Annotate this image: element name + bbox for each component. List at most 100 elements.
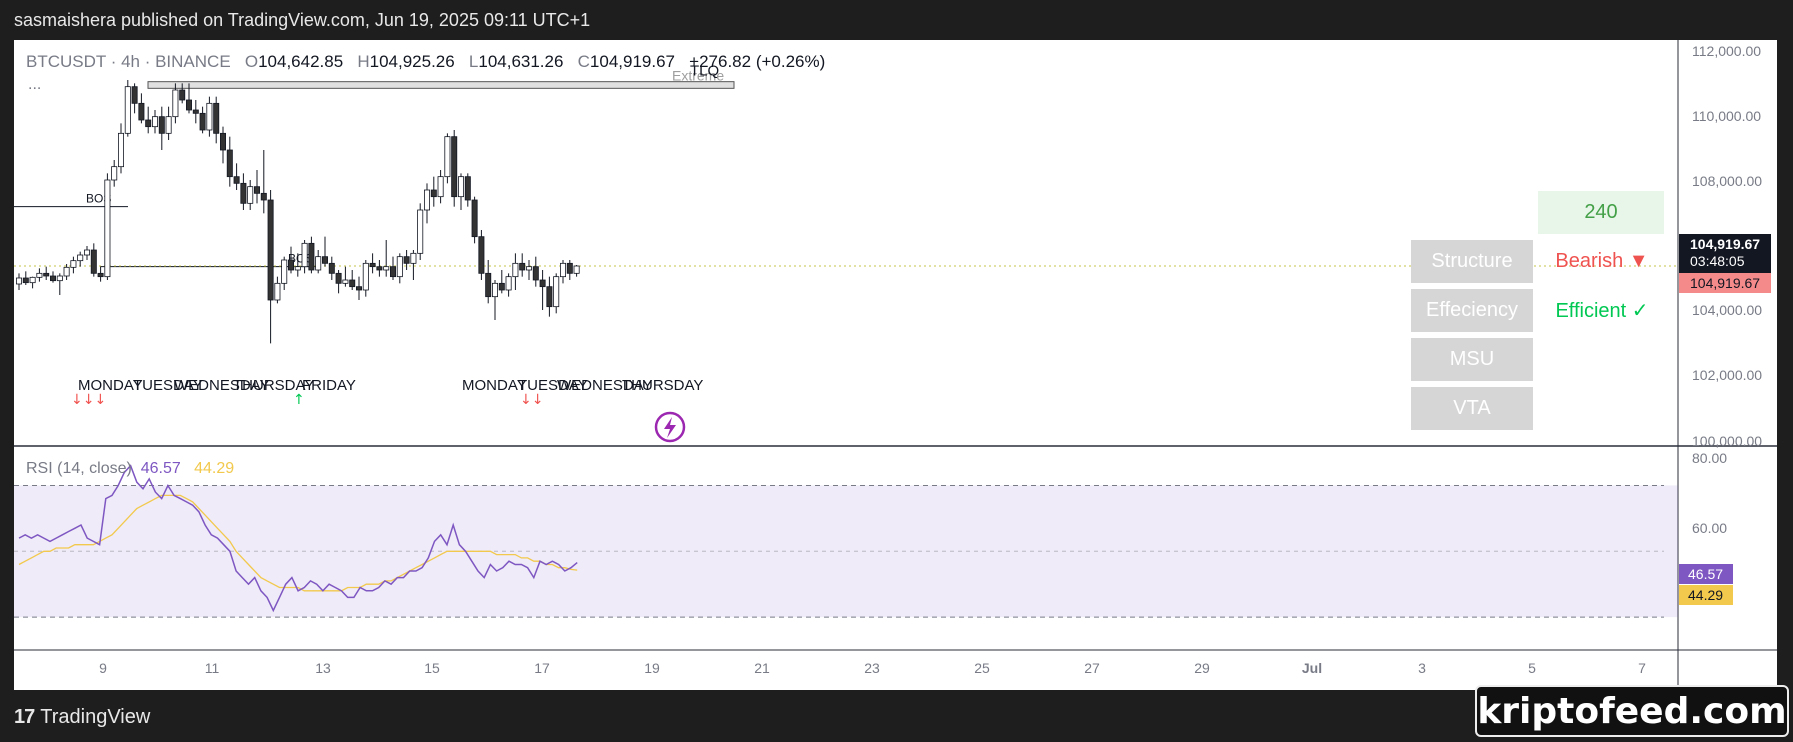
candle (219, 132, 226, 151)
candle (213, 102, 220, 134)
candle (457, 176, 464, 198)
candle (355, 286, 362, 291)
publisher-caption: sasmaishera published on TradingView.com… (14, 10, 591, 30)
candle (274, 282, 281, 301)
extreme-zone[interactable] (147, 81, 735, 89)
arrows-down-1: ↓↓↓ (71, 392, 106, 408)
candle (546, 286, 553, 308)
high-label: H (357, 52, 370, 71)
msu-cell: MSU (1411, 338, 1533, 381)
candle (84, 249, 91, 256)
candle (573, 265, 580, 274)
structure-value: Bearish ▼ (1555, 250, 1649, 272)
candle (464, 176, 471, 201)
candle (97, 272, 104, 278)
candle (430, 189, 437, 198)
prev-price-value: 104,919.67 (1690, 275, 1760, 291)
candle (560, 262, 567, 278)
candle (267, 199, 274, 301)
day-label-monday-2: MONDAY (462, 377, 527, 394)
candle (335, 272, 342, 284)
countdown: 03:48:05 (1690, 253, 1745, 269)
time-tick: 27 (1084, 660, 1100, 676)
low-label: L (468, 52, 479, 71)
day-label-thursday-2: THURSDAY (622, 377, 703, 394)
legend-header[interactable]: BTCUSDT · 4h · BINANCE O104,642.85 H104,… (26, 52, 825, 72)
candle (519, 262, 526, 271)
candle (70, 260, 77, 268)
time-tick: 13 (315, 660, 331, 676)
candle (233, 176, 240, 184)
candle (63, 266, 70, 277)
more-menu[interactable]: ... (28, 76, 42, 93)
candle (532, 266, 539, 281)
price-tick-110000: 110,000.00 (1692, 108, 1761, 124)
candle (437, 176, 444, 198)
time-tick: 19 (644, 660, 660, 676)
candle (226, 149, 233, 178)
price-tick-100000: 100,000.00 (1692, 433, 1762, 449)
candle (131, 86, 138, 104)
time-tick: 9 (99, 660, 107, 676)
candle (111, 166, 118, 181)
candle (77, 254, 84, 262)
time-tick: 29 (1194, 660, 1210, 676)
high-value: 104,925.26 (369, 52, 455, 71)
rsi-legend[interactable]: RSI (14, close) 46.57 44.29 (26, 460, 234, 478)
candle (315, 256, 322, 271)
change-value: +276.82 (+0.26%) (689, 52, 826, 71)
rsi-ma-badge-text: 44.29 (1688, 587, 1723, 603)
close-label: C (577, 52, 590, 71)
tradingview-logo-icon: 17 (14, 706, 35, 728)
open-label: O (244, 52, 259, 71)
day-label-thursday-1: THURSDAY (233, 377, 314, 394)
candle (104, 179, 111, 278)
candle (192, 109, 199, 114)
rsi-label: RSI (14, close) (26, 460, 132, 477)
efficiency-cell: Effeciency (1411, 289, 1533, 332)
candle (342, 279, 349, 284)
open-value: 104,642.85 (258, 52, 344, 71)
footer-brand[interactable]: 17 TradingView (14, 706, 150, 729)
candle (22, 277, 29, 284)
candle (328, 262, 335, 274)
close-value: 104,919.67 (589, 52, 675, 71)
symbol-label[interactable]: BTCUSDT · 4h · BINANCE (26, 52, 231, 71)
rsi-value-badge (1679, 564, 1733, 584)
day-label-wednesday-2: WEDNESDAY (557, 377, 653, 394)
candle (287, 259, 294, 271)
candle (478, 236, 485, 274)
day-label-wednesday-1: WEDNESDAY (174, 377, 270, 394)
candle (43, 272, 50, 277)
candle (247, 186, 254, 204)
rsi-legend-value: 46.57 (140, 460, 181, 477)
arrow-up: ↑ (293, 392, 305, 408)
candle (165, 116, 172, 134)
timeframe-value-cell: 240 (1538, 191, 1664, 234)
candle (383, 266, 390, 271)
candle (281, 259, 288, 284)
price-tick-112000: 112,000.00 (1692, 43, 1761, 59)
candle (491, 282, 498, 298)
tlq-label: TLQ (690, 63, 719, 80)
candle (308, 242, 315, 271)
candle (90, 249, 97, 274)
time-tick: 7 (1638, 660, 1646, 676)
candle (138, 102, 145, 121)
prev-price-badge (1679, 273, 1771, 293)
rsi-tick-60: 60.00 (1692, 520, 1727, 536)
last-price-badge (1679, 234, 1771, 274)
candle (301, 242, 308, 268)
candle (15, 277, 22, 285)
candle (124, 86, 131, 134)
rsi-ma-line (18, 494, 578, 592)
price-tick-108000: 108,000.00 (1692, 173, 1762, 189)
candle (151, 116, 158, 128)
candle (512, 262, 519, 278)
day-label-tuesday-1: TUESDAY (133, 377, 203, 394)
time-tick: 15 (424, 660, 440, 676)
candle (376, 266, 383, 271)
lightning-icon[interactable] (654, 411, 686, 443)
candle (526, 266, 533, 271)
